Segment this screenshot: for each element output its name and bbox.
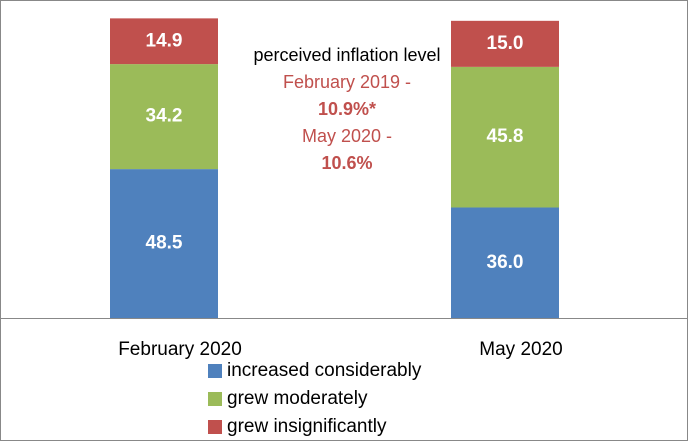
annotation-line: February 2019 - (282, 72, 412, 92)
bar-segment (451, 207, 559, 318)
data-label: 34.2 (146, 106, 183, 127)
annotation-line: 10.9%* (317, 99, 377, 119)
annotation-line: 10.6% (321, 153, 373, 173)
data-label: 15.0 (487, 33, 524, 54)
legend-label: grew moderately (227, 388, 368, 409)
bar-segment (110, 169, 218, 318)
bar-segment (110, 18, 218, 65)
bar-segment (451, 20, 559, 67)
legend-label: grew insignificantly (227, 416, 387, 437)
legend-swatch (208, 364, 222, 378)
annotation: perceived inflation level February 2019 … (247, 42, 447, 177)
legend-swatch (208, 420, 222, 434)
legend-swatch (208, 392, 222, 406)
legend-label: increased considerably (227, 360, 422, 381)
data-label: 45.8 (487, 126, 524, 147)
data-label: 48.5 (146, 233, 183, 254)
data-label: 14.9 (146, 30, 183, 51)
data-label: 36.0 (487, 252, 524, 273)
x-tick-label: May 2020 (479, 339, 562, 360)
x-tick-label: February 2020 (118, 339, 242, 360)
bar-segment (110, 64, 218, 170)
annotation-line: May 2020 - (301, 126, 393, 146)
annotation-title: perceived inflation level (253, 45, 441, 65)
bar-segment (451, 66, 559, 208)
